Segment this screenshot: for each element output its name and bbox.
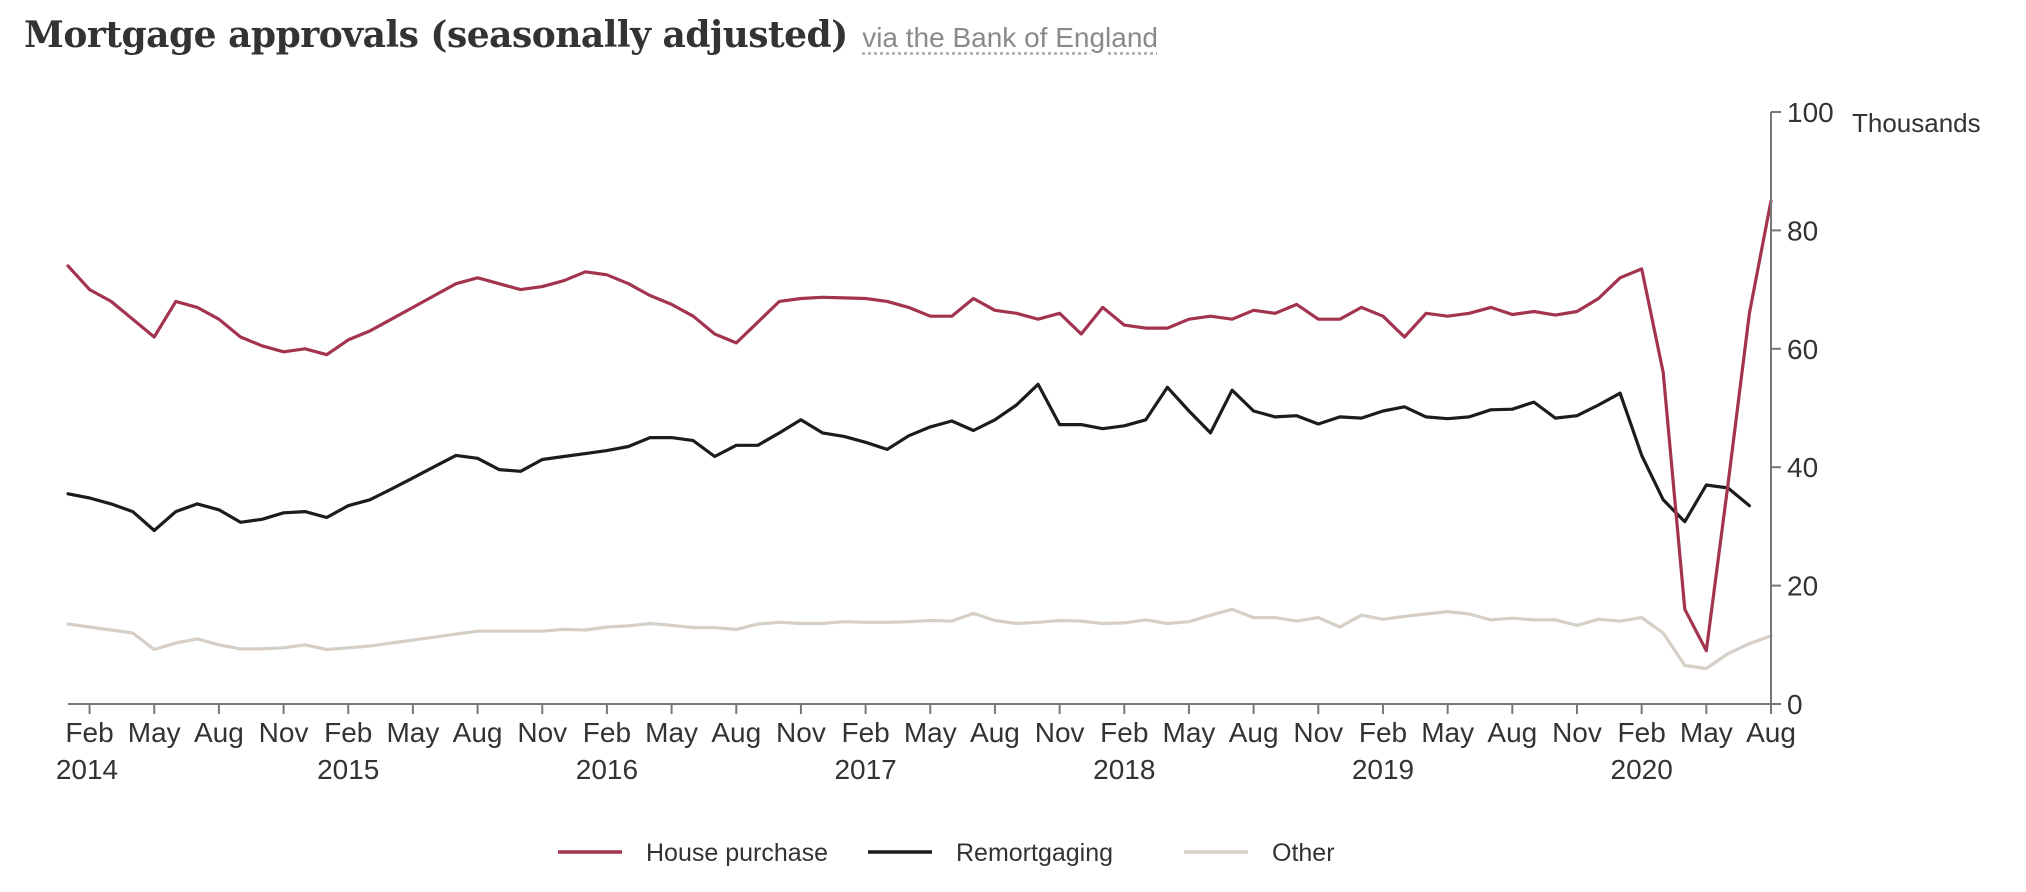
x-tick-label: Aug bbox=[1229, 717, 1279, 748]
axes-layer: Thousands bbox=[68, 108, 1981, 705]
x-year-label: 2015 bbox=[317, 754, 379, 785]
series-line-other bbox=[66, 607, 1773, 671]
legend-item-remortgaging: Remortgaging bbox=[868, 839, 1113, 867]
series-layer bbox=[66, 199, 1773, 671]
legend-label: Remortgaging bbox=[956, 839, 1113, 867]
x-tick-label: Feb bbox=[65, 717, 113, 748]
x-tick-label: May bbox=[1421, 717, 1474, 748]
x-tick-label: Feb bbox=[324, 717, 372, 748]
x-tick-label: Nov bbox=[776, 717, 826, 748]
x-year-label: 2014 bbox=[56, 754, 118, 785]
x-tick-label: Feb bbox=[1618, 717, 1666, 748]
x-tick-label: Aug bbox=[1487, 717, 1537, 748]
y-tick-label: 80 bbox=[1787, 215, 1818, 246]
ticks-layer: 0 20 40 60 80 100 Feb May Aug Nov Feb May Aug Nov Feb M… bbox=[56, 97, 1834, 785]
y-axis-unit-label: Thousands bbox=[1852, 108, 1981, 138]
x-year-label: 2018 bbox=[1093, 754, 1155, 785]
y-tick-label: 100 bbox=[1787, 97, 1834, 128]
x-year-label: 2020 bbox=[1611, 754, 1673, 785]
y-tick-label: 60 bbox=[1787, 334, 1818, 365]
x-tick-label: May bbox=[1163, 717, 1216, 748]
x-tick-label: Feb bbox=[583, 717, 631, 748]
x-tick-label: May bbox=[386, 717, 439, 748]
legend-label: House purchase bbox=[646, 839, 828, 867]
x-tick-label: Nov bbox=[1293, 717, 1343, 748]
x-tick-label: Nov bbox=[259, 717, 309, 748]
series-line-house-purchase bbox=[66, 199, 1773, 653]
legend: House purchase Remortgaging Other bbox=[558, 839, 1335, 867]
x-year-label: 2017 bbox=[834, 754, 896, 785]
chart-header: Mortgage approvals (seasonally adjusted)… bbox=[24, 14, 1158, 56]
x-tick-label: Nov bbox=[1552, 717, 1602, 748]
x-tick-label: May bbox=[904, 717, 957, 748]
x-tick-label: Feb bbox=[1100, 717, 1148, 748]
x-tick-label: Aug bbox=[1746, 717, 1796, 748]
y-tick-label: 0 bbox=[1787, 689, 1803, 720]
x-tick-label: Aug bbox=[970, 717, 1020, 748]
x-tick-label: Feb bbox=[1359, 717, 1407, 748]
x-tick-label: Aug bbox=[194, 717, 244, 748]
x-tick-label: May bbox=[1680, 717, 1733, 748]
y-tick-label: 20 bbox=[1787, 571, 1818, 602]
x-tick-label: Feb bbox=[841, 717, 889, 748]
legend-item-house-purchase: House purchase bbox=[558, 839, 828, 867]
page-title: Mortgage approvals (seasonally adjusted) bbox=[24, 14, 848, 56]
source-link[interactable]: via the Bank of England bbox=[862, 22, 1158, 53]
legend-item-other: Other bbox=[1184, 839, 1335, 867]
x-tick-label: Nov bbox=[517, 717, 567, 748]
x-tick-label: May bbox=[645, 717, 698, 748]
x-year-label: 2016 bbox=[576, 754, 638, 785]
series-line-remortgaging bbox=[66, 382, 1752, 533]
x-tick-label: May bbox=[128, 717, 181, 748]
x-year-label: 2019 bbox=[1352, 754, 1414, 785]
legend-label: Other bbox=[1272, 839, 1335, 867]
x-tick-label: Nov bbox=[1035, 717, 1085, 748]
x-tick-label: Aug bbox=[711, 717, 761, 748]
x-tick-label: Aug bbox=[453, 717, 503, 748]
y-tick-label: 40 bbox=[1787, 452, 1818, 483]
